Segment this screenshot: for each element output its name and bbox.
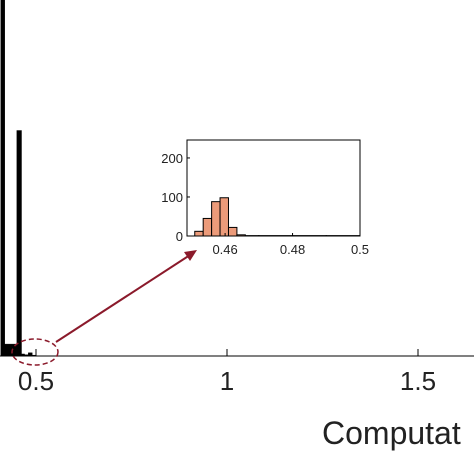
x-tick-label: 0.5 bbox=[351, 242, 369, 257]
x-tick-label: 0.48 bbox=[280, 242, 305, 257]
arrow-head bbox=[184, 250, 197, 261]
zoom-arrow bbox=[55, 254, 191, 343]
bar bbox=[227, 226, 238, 237]
y-tick-label: 100 bbox=[161, 190, 183, 205]
bar bbox=[16, 130, 22, 357]
bar bbox=[219, 197, 229, 237]
bar bbox=[211, 201, 221, 237]
bar bbox=[202, 217, 213, 237]
y-tick-label: 0 bbox=[176, 229, 183, 244]
highlight-ellipse bbox=[11, 338, 59, 366]
x-tick-label: 0.5 bbox=[18, 366, 54, 396]
x-axis-label: Computat bbox=[322, 415, 461, 451]
y-tick-label: 200 bbox=[161, 151, 183, 166]
bar bbox=[194, 230, 204, 237]
x-tick-label: 1.5 bbox=[400, 366, 436, 396]
bar bbox=[236, 234, 246, 237]
x-tick-label: 1 bbox=[220, 366, 234, 396]
x-tick-label: 0.46 bbox=[212, 242, 237, 257]
bar bbox=[0, 0, 5, 357]
